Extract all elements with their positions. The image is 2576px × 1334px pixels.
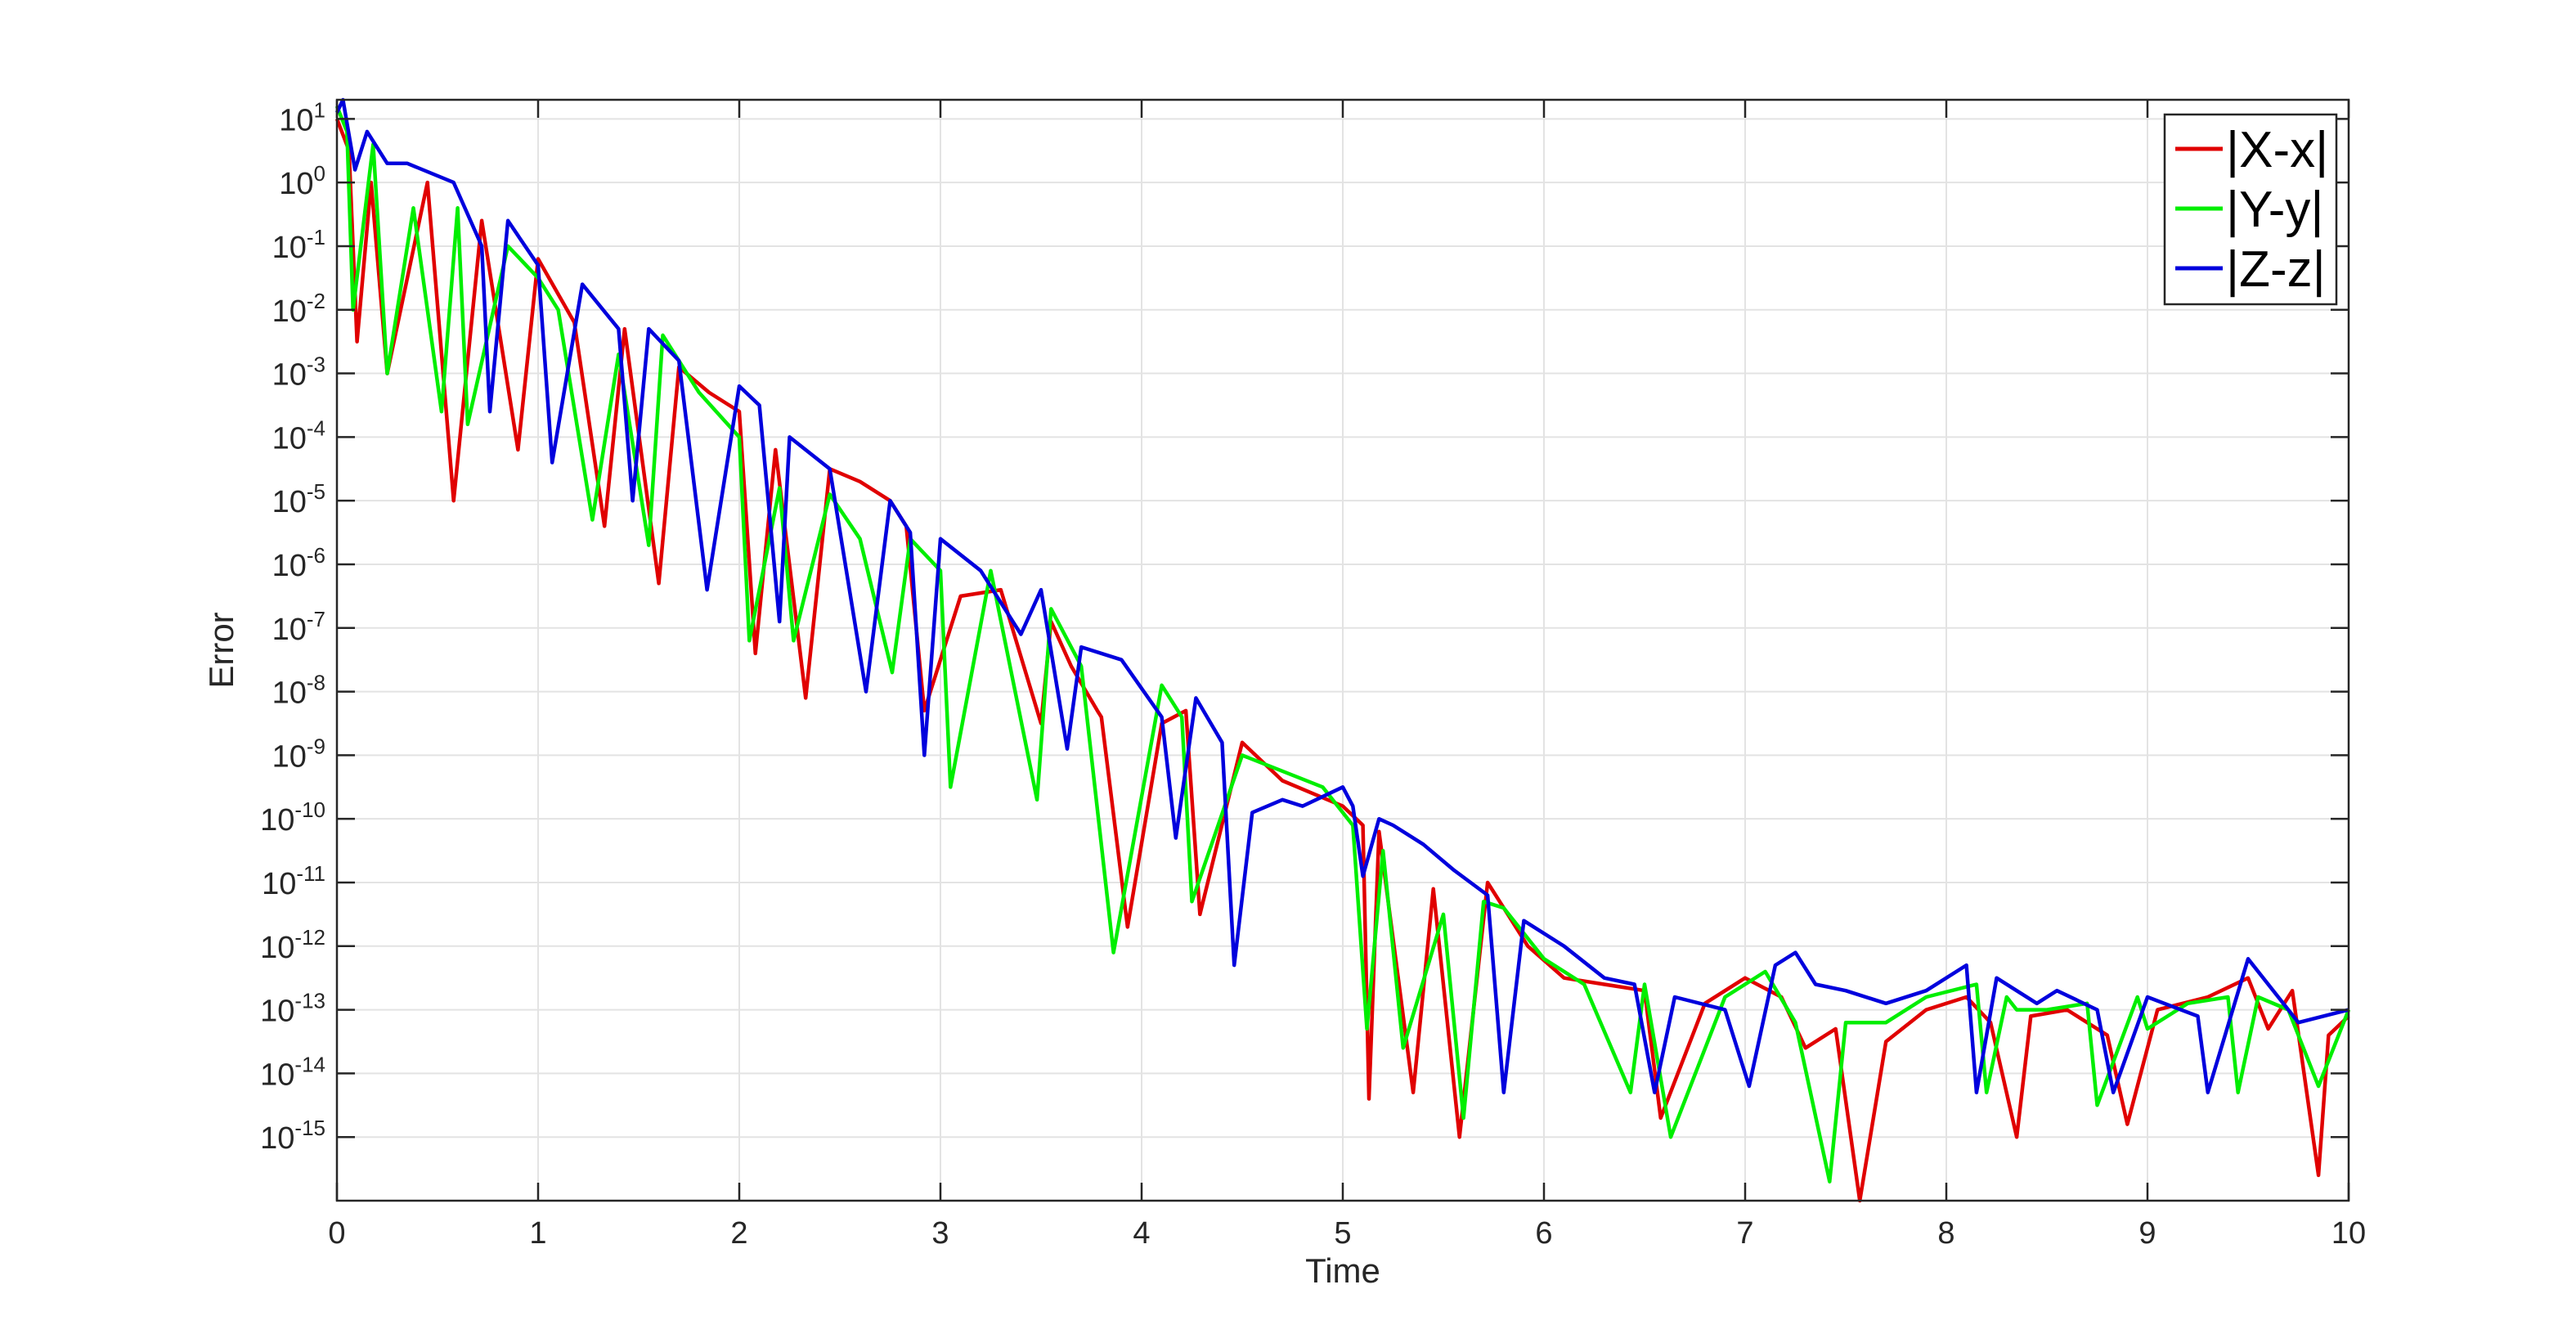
y-tick-base: 10 <box>260 803 294 838</box>
x-tick-label: 9 <box>2138 1216 2156 1251</box>
legend-items: |X-x||Y-y||Z-z| <box>2175 122 2328 298</box>
y-tick-label: 10-4 <box>272 415 325 456</box>
y-tick-label: 10-13 <box>260 989 325 1029</box>
y-tick-exponent: -11 <box>296 861 325 886</box>
y-tick-label: 10-6 <box>272 543 325 583</box>
legend-label-2: |Y-y| <box>2226 182 2324 238</box>
x-tick-label: 7 <box>1736 1216 1753 1251</box>
tick-marks <box>335 100 2350 1201</box>
y-tick-label: 10-3 <box>272 353 325 393</box>
y-tick-exponent: 0 <box>314 161 325 186</box>
y-tick-label: 10-2 <box>272 289 325 329</box>
y-tick-label: 101 <box>279 97 325 137</box>
series-line-3 <box>334 97 2349 1094</box>
y-tick-base: 10 <box>260 995 294 1029</box>
y-tick-label: 10-14 <box>260 1052 325 1092</box>
y-tick-base: 10 <box>260 931 294 965</box>
y-tick-base: 10 <box>272 294 307 329</box>
x-tick-label: 3 <box>931 1216 949 1251</box>
y-tick-exponent: -8 <box>307 671 325 695</box>
y-tick-label: 10-11 <box>262 861 325 901</box>
legend-label-1: |X-x| <box>2226 122 2328 178</box>
y-tick-base: 10 <box>272 358 307 393</box>
y-tick-base: 10 <box>272 549 307 583</box>
x-tick-labels: 0 1 2 3 4 5 6 7 8 9 10 <box>328 1216 2366 1251</box>
x-tick-label: 1 <box>529 1216 546 1251</box>
y-tick-base: 10 <box>272 676 307 711</box>
y-tick-base: 10 <box>272 739 307 774</box>
y-tick-base: 10 <box>272 421 307 456</box>
y-tick-label: 10-10 <box>260 797 325 838</box>
y-tick-label: 100 <box>279 161 325 201</box>
y-tick-label: 10-5 <box>272 479 325 519</box>
y-tick-label: 10-12 <box>260 925 325 965</box>
y-tick-label: 10-9 <box>272 734 325 774</box>
series-layer <box>334 97 2351 1203</box>
y-tick-label: 10-8 <box>272 671 325 711</box>
y-tick-base: 10 <box>260 1058 294 1092</box>
y-tick-exponent: -14 <box>294 1052 325 1076</box>
x-tick-label: 2 <box>730 1216 747 1251</box>
y-tick-labels: 10110010-110-210-310-410-510-610-710-810… <box>260 97 325 1156</box>
x-tick-label: 8 <box>1937 1216 1954 1251</box>
y-tick-label: 10-7 <box>272 607 325 647</box>
y-tick-exponent: -1 <box>307 225 325 249</box>
y-tick-base: 10 <box>272 613 307 647</box>
y-tick-exponent: -7 <box>307 607 325 631</box>
y-tick-exponent: -6 <box>307 543 325 568</box>
y-tick-exponent: -10 <box>294 797 325 822</box>
y-axis-title: Error <box>202 612 240 688</box>
x-tick-label: 6 <box>1535 1216 1552 1251</box>
legend: |X-x||Y-y||Z-z| <box>2163 113 2338 306</box>
y-tick-base: 10 <box>279 167 313 201</box>
y-tick-exponent: -15 <box>294 1116 325 1140</box>
y-tick-exponent: -4 <box>307 415 325 440</box>
y-tick-exponent: -13 <box>294 989 325 1013</box>
series-line-2 <box>334 105 2351 1184</box>
y-tick-label: 10-1 <box>272 225 325 265</box>
y-tick-base: 10 <box>272 485 307 519</box>
y-tick-base: 10 <box>272 231 307 265</box>
y-tick-exponent: -5 <box>307 479 325 504</box>
x-tick-label: 4 <box>1133 1216 1150 1251</box>
y-tick-base: 10 <box>262 867 296 901</box>
y-tick-exponent: -9 <box>307 734 325 758</box>
x-tick-label: 0 <box>328 1216 345 1251</box>
y-tick-exponent: -12 <box>294 925 325 950</box>
y-tick-label: 10-15 <box>260 1116 325 1156</box>
x-axis-title: Time <box>1305 1251 1380 1290</box>
y-tick-base: 10 <box>279 103 313 137</box>
y-tick-exponent: 1 <box>314 97 325 122</box>
series-line-1 <box>334 118 2350 1203</box>
x-tick-label: 10 <box>2331 1216 2366 1251</box>
y-tick-exponent: -2 <box>307 289 325 313</box>
y-tick-base: 10 <box>260 1121 294 1156</box>
y-tick-exponent: -3 <box>307 353 325 377</box>
legend-label-3: |Z-z| <box>2226 241 2326 298</box>
x-tick-label: 5 <box>1334 1216 1351 1251</box>
